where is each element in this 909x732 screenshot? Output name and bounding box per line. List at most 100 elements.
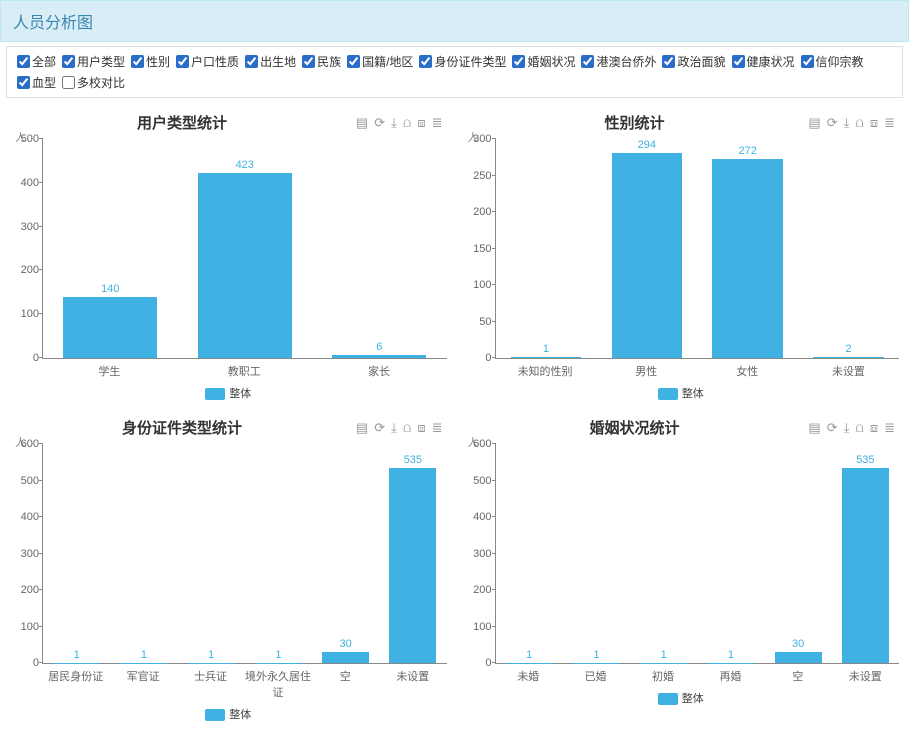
- filter-checkbox[interactable]: [62, 55, 75, 68]
- bar-value-label: 535: [404, 454, 422, 466]
- chart-toolbox: ▤ ⟳ ⤓ ⩍ ⧈ ≣: [808, 421, 895, 434]
- refresh-icon[interactable]: ⟳: [827, 116, 838, 129]
- y-tick: 250: [466, 170, 492, 182]
- stack-icon[interactable]: ≣: [884, 116, 895, 129]
- filter-11[interactable]: 健康状况: [732, 53, 795, 70]
- y-tick: 100: [13, 621, 39, 633]
- x-tick-label: 居民身份证: [42, 664, 109, 700]
- line-icon[interactable]: ⩍: [403, 421, 411, 434]
- stack-icon[interactable]: ≣: [884, 421, 895, 434]
- filter-12[interactable]: 信仰宗教: [801, 53, 864, 70]
- y-tick: 200: [13, 584, 39, 596]
- download-icon[interactable]: ⤓: [844, 116, 850, 129]
- chart-title: 用户类型统计: [8, 112, 356, 133]
- filter-checkbox[interactable]: [176, 55, 189, 68]
- stack-icon[interactable]: ≣: [432, 421, 443, 434]
- chart-panel: 婚姻状况统计▤⟳⤓⩍⧈≣人010020030040050060011113053…: [459, 413, 904, 726]
- filter-14[interactable]: 多校对比: [62, 74, 125, 91]
- x-tick-label: 境外永久居住证: [244, 664, 311, 700]
- filter-checkbox[interactable]: [17, 55, 30, 68]
- bar[interactable]: [842, 468, 889, 663]
- stack-icon[interactable]: ≣: [432, 116, 443, 129]
- data-view-icon[interactable]: ▤: [808, 116, 820, 129]
- filter-label: 港澳台侨外: [596, 53, 656, 70]
- chart-legend[interactable]: 整体: [8, 706, 449, 722]
- filter-checkbox[interactable]: [732, 55, 745, 68]
- x-labels: 学生教职工家长: [42, 359, 447, 379]
- download-icon[interactable]: ⤓: [844, 421, 850, 434]
- legend-swatch: [205, 709, 225, 721]
- filter-7[interactable]: 身份证件类型: [419, 53, 506, 70]
- line-icon[interactable]: ⩍: [403, 116, 411, 129]
- filter-3[interactable]: 户口性质: [176, 53, 239, 70]
- x-tick-label: 未设置: [379, 664, 446, 700]
- line-icon[interactable]: ⩍: [855, 116, 863, 129]
- x-tick-label: 军官证: [109, 664, 176, 700]
- filter-13[interactable]: 血型: [17, 74, 56, 91]
- filter-label: 身份证件类型: [434, 53, 506, 70]
- filter-10[interactable]: 政治面貌: [662, 53, 725, 70]
- chart-toolbox: ▤ ⟳ ⤓ ⩍ ⧈ ≣: [356, 421, 443, 434]
- filter-checkbox[interactable]: [245, 55, 258, 68]
- download-icon[interactable]: ⤓: [391, 116, 397, 129]
- filter-2[interactable]: 性别: [131, 53, 170, 70]
- filter-checkbox[interactable]: [662, 55, 675, 68]
- bar[interactable]: [712, 159, 783, 358]
- bar-icon[interactable]: ⧈: [870, 421, 878, 434]
- chart-toolbox: ▤ ⟳ ⤓ ⩍ ⧈ ≣: [808, 116, 895, 129]
- bar[interactable]: [63, 297, 157, 358]
- bar[interactable]: [612, 153, 683, 358]
- filter-label: 全部: [32, 53, 56, 70]
- filter-checkbox[interactable]: [581, 55, 594, 68]
- legend-label: 整体: [229, 388, 251, 400]
- filter-checkbox[interactable]: [512, 55, 525, 68]
- y-tick: 0: [466, 657, 492, 669]
- bar[interactable]: [511, 357, 582, 358]
- bar[interactable]: [389, 468, 436, 663]
- refresh-icon[interactable]: ⟳: [374, 421, 385, 434]
- bar-col: 1: [43, 444, 110, 663]
- line-icon[interactable]: ⩍: [855, 421, 863, 434]
- bar-col: 423: [178, 139, 313, 358]
- chart-legend[interactable]: 整体: [461, 690, 902, 706]
- bar-col: 1: [496, 139, 597, 358]
- filter-checkbox[interactable]: [131, 55, 144, 68]
- filter-9[interactable]: 港澳台侨外: [581, 53, 656, 70]
- bar-icon[interactable]: ⧈: [870, 116, 878, 129]
- filter-1[interactable]: 用户类型: [62, 53, 125, 70]
- filter-checkbox[interactable]: [347, 55, 360, 68]
- filter-checkbox[interactable]: [419, 55, 432, 68]
- refresh-icon[interactable]: ⟳: [374, 116, 385, 129]
- data-view-icon[interactable]: ▤: [808, 421, 820, 434]
- chart-legend[interactable]: 整体: [8, 385, 449, 401]
- y-tick: 600: [466, 438, 492, 450]
- filter-checkbox[interactable]: [801, 55, 814, 68]
- filter-6[interactable]: 国籍/地区: [347, 53, 413, 70]
- filter-0[interactable]: 全部: [17, 53, 56, 70]
- bar[interactable]: [198, 173, 292, 358]
- download-icon[interactable]: ⤓: [391, 421, 397, 434]
- chart-title: 性别统计: [461, 112, 809, 133]
- filter-checkbox[interactable]: [62, 76, 75, 89]
- filter-5[interactable]: 民族: [302, 53, 341, 70]
- bar[interactable]: [813, 357, 884, 358]
- filter-4[interactable]: 出生地: [245, 53, 296, 70]
- data-view-icon[interactable]: ▤: [356, 116, 368, 129]
- filter-label: 信仰宗教: [816, 53, 864, 70]
- bar-value-label: 272: [739, 145, 757, 157]
- legend-label: 整体: [682, 388, 704, 400]
- bar[interactable]: [332, 355, 426, 358]
- chart-legend[interactable]: 整体: [461, 385, 902, 401]
- refresh-icon[interactable]: ⟳: [827, 421, 838, 434]
- data-view-icon[interactable]: ▤: [356, 421, 368, 434]
- bar-value-label: 1: [275, 649, 281, 661]
- bar-icon[interactable]: ⧈: [417, 421, 425, 434]
- chart-panel: 性别统计▤⟳⤓⩍⧈≣人05010015020025030012942722未知的…: [459, 108, 904, 405]
- filter-checkbox[interactable]: [17, 76, 30, 89]
- bar-icon[interactable]: ⧈: [417, 116, 425, 129]
- bar-col: 1: [630, 444, 697, 663]
- x-labels: 未婚已婚初婚再婚空未设置: [495, 664, 900, 684]
- filter-8[interactable]: 婚姻状况: [512, 53, 575, 70]
- bars-row: 111130535: [43, 444, 447, 663]
- filter-checkbox[interactable]: [302, 55, 315, 68]
